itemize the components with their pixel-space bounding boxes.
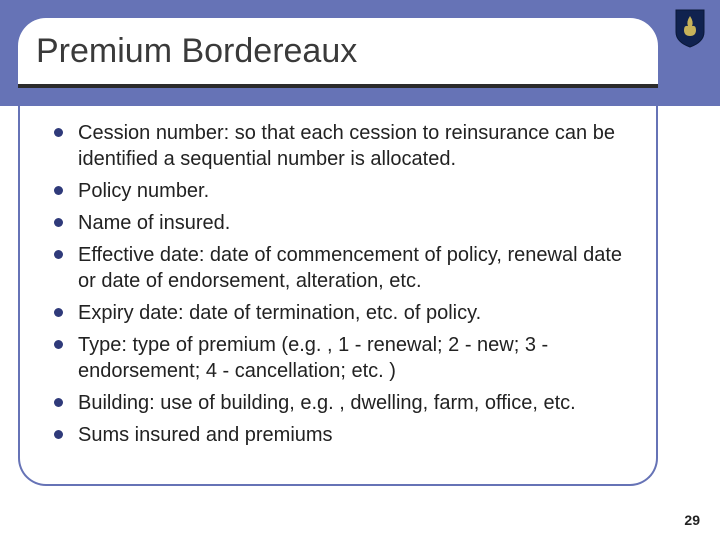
page-number: 29: [684, 512, 700, 528]
content-box: Cession number: so that each cession to …: [18, 106, 658, 486]
list-item: Cession number: so that each cession to …: [50, 120, 626, 172]
flame-shield-icon: [674, 8, 706, 48]
title-box: Premium Bordereaux: [18, 18, 658, 88]
slide-title: Premium Bordereaux: [36, 32, 357, 71]
list-item: Type: type of premium (e.g. , 1 - renewa…: [50, 332, 626, 384]
list-item: Name of insured.: [50, 210, 626, 236]
slide: Premium Bordereaux Cession number: so th…: [0, 0, 720, 540]
list-item: Effective date: date of commencement of …: [50, 242, 626, 294]
list-item: Sums insured and premiums: [50, 422, 626, 448]
list-item: Policy number.: [50, 178, 626, 204]
list-item: Building: use of building, e.g. , dwelli…: [50, 390, 626, 416]
list-item: Expiry date: date of termination, etc. o…: [50, 300, 626, 326]
bullet-list: Cession number: so that each cession to …: [50, 120, 626, 448]
